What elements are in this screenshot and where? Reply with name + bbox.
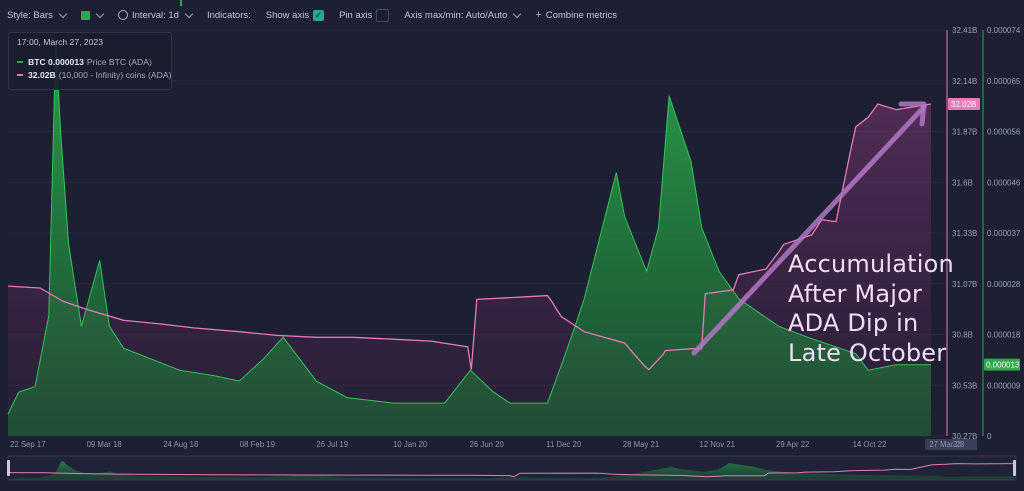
navigator-right-handle <box>1013 460 1016 476</box>
x-axis-tick-label: 28 May 21 <box>623 440 659 449</box>
axis-range-label: Axis max/min: Auto/Auto <box>404 9 508 21</box>
combine-metrics-label: Combine metrics <box>545 9 618 21</box>
tooltip-price-row: BTC 0.000013 Price BTC (ADA) <box>17 57 152 67</box>
tooltip-price-name: Price BTC (ADA) <box>86 57 152 67</box>
pin-axis-toggle[interactable]: Pin axis <box>339 8 390 22</box>
left-axis-tick-label: 30.8B <box>952 331 973 340</box>
trend-arrow-shaft <box>691 104 927 356</box>
price-legend-marker <box>17 61 23 63</box>
active-indicator <box>180 0 182 6</box>
price-area <box>8 41 931 436</box>
interval-label: Interval: 1d <box>131 9 179 21</box>
indicators-dropdown[interactable]: Indicators: <box>207 10 251 21</box>
right-axis-tick-label: 0.000074 <box>987 26 1021 35</box>
series-color-swatch <box>80 10 90 20</box>
x-axis-tick-label: 10 Jan 20 <box>393 440 428 449</box>
left-axis-tick-label: 30.53B <box>952 381 977 390</box>
x-axis-tick-label: 26 Jun 20 <box>470 440 505 449</box>
left-axis-tick-label: 31.6B <box>952 178 973 187</box>
indicators-label: Indicators: <box>206 9 251 21</box>
x-axis-tick-label: 12 Nov 21 <box>699 440 735 449</box>
left-axis-tick-label: 31.87B <box>952 128 977 137</box>
x-axis-tick-label: 08 Feb 19 <box>240 440 275 449</box>
interval-dropdown[interactable]: Interval: 1d <box>117 9 194 21</box>
x-axis-tick-label: 23 <box>953 440 962 449</box>
right-axis-tick-label: 0.000065 <box>987 77 1021 86</box>
style-label: Style: Bars <box>7 9 53 21</box>
x-axis-tick-label: 14 Oct 22 <box>853 440 887 449</box>
series-areas <box>7 40 932 436</box>
x-axis-tick-label: 27 Mar 23 <box>929 440 964 449</box>
pin-axis-label: Pin axis <box>339 9 373 21</box>
style-dropdown[interactable]: Style: Bars <box>7 9 68 21</box>
tooltip-panel: 17:00, March 27, 2023 BTC 0.000013 Price… <box>8 32 172 90</box>
clock-icon <box>117 10 128 20</box>
annotation-line: ADA Dip in <box>788 309 919 337</box>
right-axis-tick-label: 0.000018 <box>987 331 1021 340</box>
holdings-line <box>7 103 932 371</box>
axes: 32.41B 32.14B 31.87B 31.6B 31.33B 31.07B 30.8B… <box>10 26 1021 450</box>
trend-arrow-head <box>898 101 927 127</box>
left-axis-tick-label: 30.27B <box>952 432 977 441</box>
right-axis-tick-label: 0.000056 <box>987 128 1021 137</box>
holdings-legend-marker <box>17 74 23 76</box>
navigator-price-area <box>10 460 1014 480</box>
right-axis-tick-label: 0.000046 <box>987 178 1021 187</box>
x-axis-tick-label: 24 Aug 18 <box>163 440 198 449</box>
combine-metrics-button[interactable]: + Combine metrics <box>535 9 617 21</box>
left-axis-tick-label: 31.33B <box>952 229 977 238</box>
right-axis-current-badge <box>984 358 1020 371</box>
navigator-left-handle <box>7 460 10 476</box>
left-axis-tick-label: 32.41B <box>952 26 977 35</box>
left-axis-current-badge <box>948 97 980 110</box>
annotation-line: After Major <box>788 279 923 308</box>
tooltip-price-value: BTC 0.000013 <box>28 57 84 67</box>
x-axis-tick-label: 11 Dec 20 <box>546 440 582 449</box>
show-axis-label: Show axis <box>265 9 310 21</box>
axis-range-dropdown[interactable]: Axis max/min: Auto/Auto <box>404 9 522 21</box>
left-axis-tick-label: 31.07B <box>952 280 977 289</box>
right-axis-tick-label: 0.000028 <box>987 280 1021 289</box>
price-line <box>7 40 931 415</box>
annotation-line: Late October <box>788 338 947 367</box>
plus-icon: + <box>535 9 542 21</box>
right-axis-tick-label: 0 <box>987 432 992 441</box>
x-axis-current-badge <box>925 439 978 450</box>
color-dropdown[interactable] <box>80 9 105 20</box>
left-axis-current-label: 32.02B <box>951 100 976 109</box>
x-axis-tick-label: 26 Jul 19 <box>316 440 348 449</box>
right-axis-current-label: 0.000013 <box>986 361 1020 370</box>
right-axis-tick-label: 0.000009 <box>987 381 1021 390</box>
tooltip-date: 17:00, March 27, 2023 <box>17 37 103 47</box>
x-axis-tick-label: 09 Mar 18 <box>87 440 122 449</box>
x-axis-tick-label: 22 Sep 17 <box>10 440 46 449</box>
trend-arrow <box>691 101 927 356</box>
range-navigator <box>7 455 1017 481</box>
tooltip-holdings-name: (10,000 - Infinity) coins (ADA) <box>58 70 172 80</box>
annotation-text: Accumulation After Major ADA Dip in Late… <box>788 250 1013 368</box>
tooltip-holdings-row: 32.02B (10,000 - Infinity) coins (ADA) <box>17 70 171 80</box>
x-axis-tick-label: 29 Apr 22 <box>776 440 809 449</box>
left-axis-tick-label: 32.14B <box>952 77 977 86</box>
chart-toolbar: Style: Bars Interval: 1d Indicators: Sho… <box>0 0 1024 30</box>
right-axis-tick-label: 0.000037 <box>987 229 1021 238</box>
show-axis-toggle[interactable]: Show axis ✓ <box>265 9 325 21</box>
navigator-holdings-line <box>9 463 1015 478</box>
pin-axis-checkbox[interactable] <box>376 8 390 22</box>
annotation-line: Accumulation <box>788 250 954 278</box>
checkmark-icon[interactable]: ✓ <box>313 9 325 21</box>
tooltip-holdings-value: 32.02B <box>28 70 56 80</box>
